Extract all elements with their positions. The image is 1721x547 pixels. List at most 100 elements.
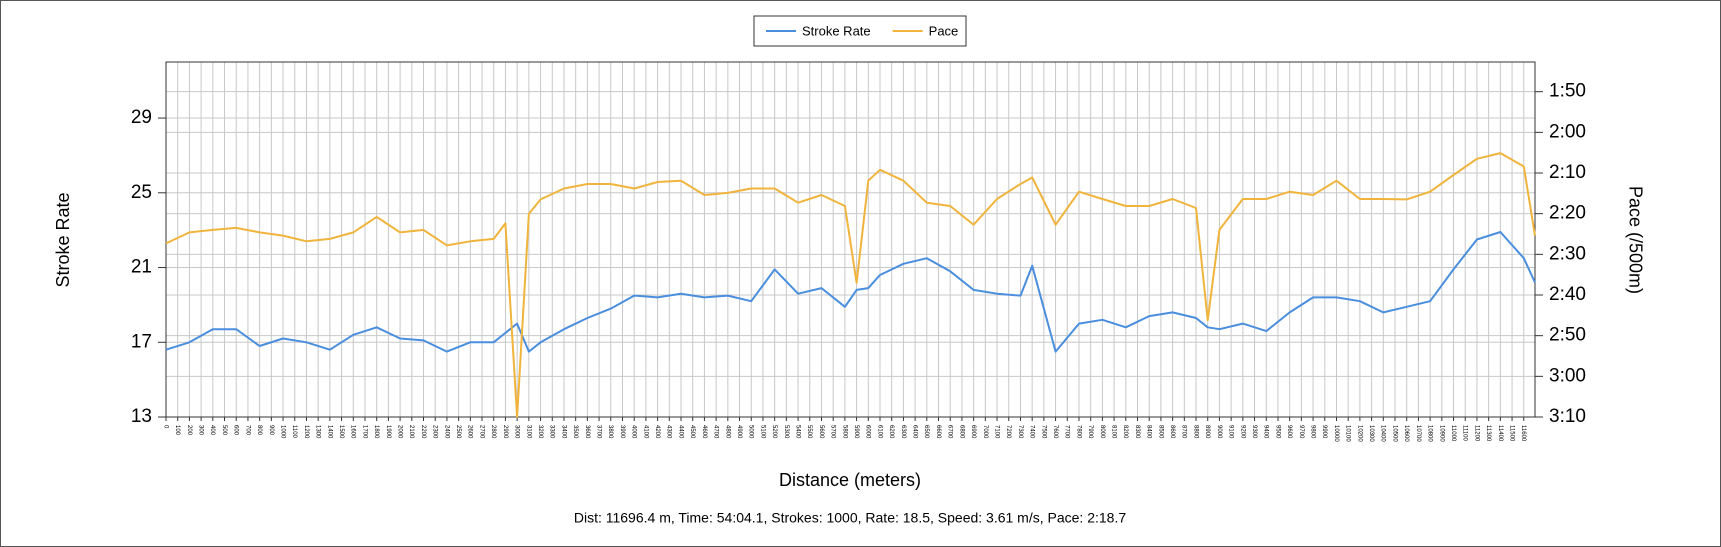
x-tick-label: 4400	[677, 425, 683, 439]
x-tick-label: 8900	[1204, 425, 1210, 439]
x-tick-label: 8800	[1192, 425, 1198, 439]
x-tick-label: 9400	[1263, 425, 1269, 439]
y-tick-label: 29	[131, 107, 152, 128]
x-tick-label: 7600	[1052, 425, 1058, 439]
x-tick-label: 600	[233, 425, 239, 436]
x-tick-label: 1000	[279, 425, 285, 439]
x-tick-label: 10900	[1438, 425, 1444, 442]
series-line	[165, 231, 1536, 353]
x-tick-label: 2700	[478, 425, 484, 439]
x-tick-label: 3600	[584, 425, 590, 439]
x-tick-label: 4200	[654, 425, 660, 439]
x-tick-label: 7100	[993, 425, 999, 439]
y2-axis-label: Pace (/500m)	[1625, 186, 1645, 294]
x-tick-label: 400	[209, 425, 215, 436]
x-tick-label: 8600	[1169, 425, 1175, 439]
x-tick-label: 1100	[291, 425, 297, 439]
x-tick-label: 5300	[783, 425, 789, 439]
x-tick-label: 3100	[525, 425, 531, 439]
x-tick-label: 5600	[818, 425, 824, 439]
x-tick-label: 4500	[689, 425, 695, 439]
x-tick-label: 500	[221, 425, 227, 436]
x-tick-label: 9600	[1286, 425, 1292, 439]
x-tick-label: 6800	[958, 425, 964, 439]
x-tick-label: 10100	[1345, 425, 1351, 442]
x-tick-label: 5200	[771, 425, 777, 439]
x-tick-label: 2300	[432, 425, 438, 439]
x-tick-label: 700	[244, 425, 250, 436]
x-tick-label: 900	[268, 425, 274, 436]
legend-label: Stroke Rate	[802, 23, 871, 38]
x-tick-label: 3800	[607, 425, 613, 439]
x-tick-label: 2500	[455, 425, 461, 439]
x-tick-label: 11400	[1497, 425, 1503, 442]
x-tick-label: 9700	[1298, 425, 1304, 439]
x-tick-label: 8100	[1111, 425, 1117, 439]
x-tick-label: 2100	[408, 425, 414, 439]
x-tick-label: 5000	[748, 425, 754, 439]
y2-tick-label: 1:50	[1549, 81, 1586, 102]
y2-tick-label: 2:20	[1549, 203, 1586, 224]
x-tick-label: 1700	[361, 425, 367, 439]
x-tick-label: 7200	[1005, 425, 1011, 439]
x-tick-label: 4300	[666, 425, 672, 439]
x-tick-label: 3200	[537, 425, 543, 439]
y-tick-label: 21	[131, 257, 152, 278]
x-tick-label: 7400	[1029, 425, 1035, 439]
x-tick-label: 1400	[326, 425, 332, 439]
y2-tick-label: 3:10	[1549, 406, 1586, 427]
x-tick-label: 4000	[631, 425, 637, 439]
x-tick-label: 9800	[1309, 425, 1315, 439]
x-tick-label: 4700	[713, 425, 719, 439]
x-tick-label: 1600	[350, 425, 356, 439]
x-tick-label: 1900	[385, 425, 391, 439]
x-tick-label: 7000	[982, 425, 988, 439]
x-tick-label: 800	[256, 425, 262, 436]
x-tick-label: 2900	[502, 425, 508, 439]
x-tick-label: 11000	[1450, 425, 1456, 442]
x-tick-label: 5500	[806, 425, 812, 439]
x-tick-label: 1500	[338, 425, 344, 439]
x-tick-label: 4800	[724, 425, 730, 439]
x-tick-label: 9300	[1251, 425, 1257, 439]
x-tick-label: 2800	[490, 425, 496, 439]
x-tick-label: 8700	[1181, 425, 1187, 439]
x-tick-label: 9200	[1239, 425, 1245, 439]
x-tick-label: 11300	[1485, 425, 1491, 442]
x-tick-label: 9900	[1321, 425, 1327, 439]
y2-tick-label: 2:30	[1549, 243, 1586, 264]
x-tick-label: 1800	[373, 425, 379, 439]
x-tick-label: 5800	[841, 425, 847, 439]
x-tick-label: 8000	[1099, 425, 1105, 439]
x-tick-label: 7500	[1040, 425, 1046, 439]
x-tick-label: 6400	[912, 425, 918, 439]
x-tick-label: 6100	[876, 425, 882, 439]
x-tick-label: 5900	[853, 425, 859, 439]
x-tick-label: 3000	[514, 425, 520, 439]
y2-tick-label: 3:00	[1549, 365, 1586, 386]
x-tick-label: 9000	[1216, 425, 1222, 439]
y2-tick-label: 2:00	[1549, 121, 1586, 142]
x-tick-label: 6300	[900, 425, 906, 439]
x-tick-label: 11500	[1508, 425, 1514, 442]
x-tick-label: 5100	[759, 425, 765, 439]
x-tick-label: 4100	[642, 425, 648, 439]
x-tick-label: 6500	[923, 425, 929, 439]
x-tick-label: 3900	[619, 425, 625, 439]
x-tick-label: 2400	[443, 425, 449, 439]
x-tick-label: 8500	[1157, 425, 1163, 439]
x-tick-label: 200	[186, 425, 192, 436]
y-axis-label: Stroke Rate	[53, 192, 73, 287]
x-tick-label: 7900	[1087, 425, 1093, 439]
x-tick-label: 100	[174, 425, 180, 436]
x-tick-label: 10600	[1403, 425, 1409, 442]
y2-tick-label: 2:50	[1549, 325, 1586, 346]
x-tick-label: 5700	[830, 425, 836, 439]
x-tick-label: 2600	[467, 425, 473, 439]
legend-box	[753, 15, 967, 47]
x-tick-label: 10700	[1415, 425, 1421, 442]
x-tick-label: 11600	[1520, 425, 1526, 442]
x-tick-label: 7700	[1064, 425, 1070, 439]
